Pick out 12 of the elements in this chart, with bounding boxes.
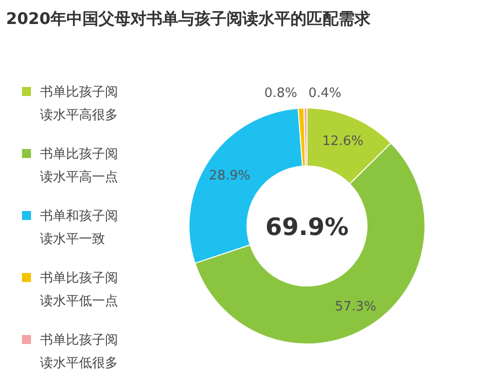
legend-label: 书单比孩子阅读水平低一点 <box>40 271 118 309</box>
chart-title: 2020年中国父母对书单与孩子阅读水平的匹配需求 <box>6 9 372 28</box>
legend-label: 书单比孩子阅读水平高一点 <box>40 147 118 185</box>
data-label: 0.4% <box>308 86 342 102</box>
legend-label: 书单比孩子阅读水平高很多 <box>40 85 118 123</box>
legend-label: 书单和孩子阅读水平一致 <box>40 209 118 247</box>
data-label: 0.8% <box>264 86 298 102</box>
data-label: 57.3% <box>334 299 376 314</box>
data-label: 12.6% <box>322 134 364 150</box>
legend-label: 书单比孩子阅读水平低很多 <box>40 333 118 371</box>
text: 69.9% <box>265 213 349 241</box>
data-label: 28.9% <box>208 168 250 184</box>
